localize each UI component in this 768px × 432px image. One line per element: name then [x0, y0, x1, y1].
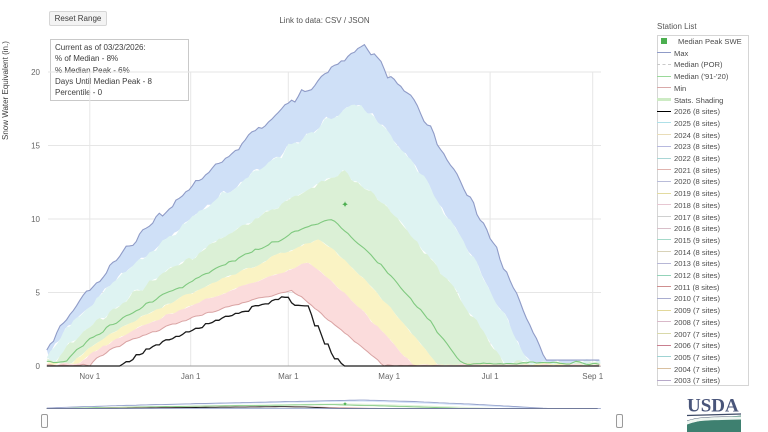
svg-text:0: 0: [36, 362, 41, 371]
svg-text:May 1: May 1: [378, 372, 400, 381]
svg-text:10: 10: [31, 215, 40, 224]
svg-text:✦: ✦: [341, 199, 349, 209]
svg-text:USDA: USDA: [687, 396, 739, 417]
svg-text:Mar 1: Mar 1: [278, 372, 299, 381]
svg-text:5: 5: [36, 289, 41, 298]
svg-text:15: 15: [31, 142, 40, 151]
svg-text:Jan 1: Jan 1: [181, 372, 201, 381]
svg-text:✦: ✦: [342, 401, 347, 408]
svg-text:Jul 1: Jul 1: [482, 372, 499, 381]
svg-text:Nov 1: Nov 1: [79, 372, 100, 381]
svg-text:20: 20: [31, 68, 40, 77]
svg-text:Sep 1: Sep 1: [582, 372, 603, 381]
